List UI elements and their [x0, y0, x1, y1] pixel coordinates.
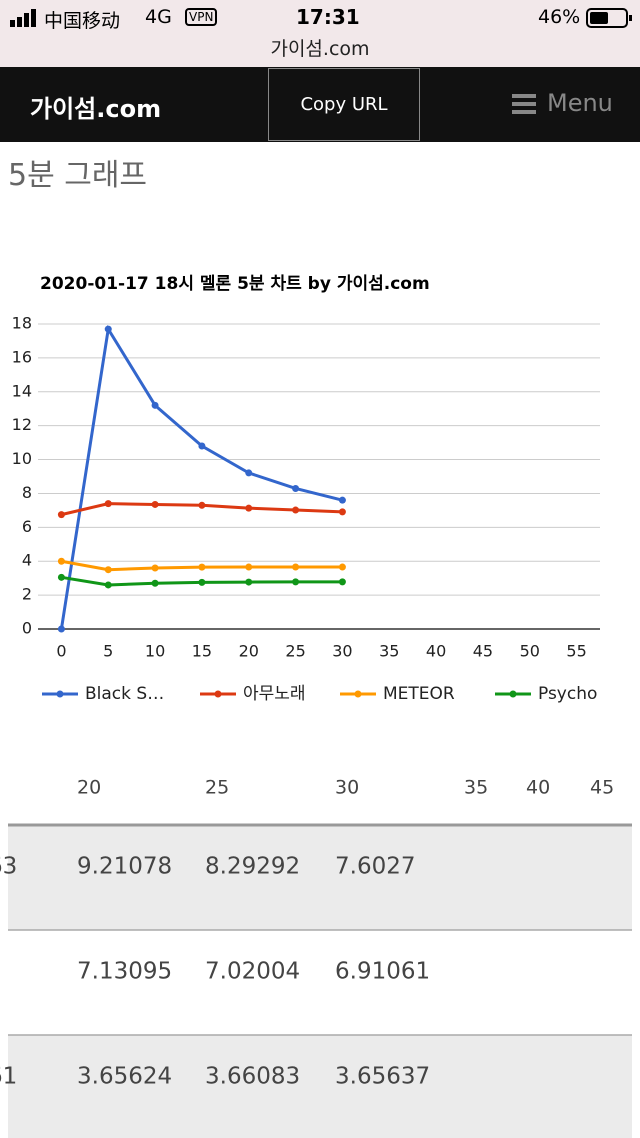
column-header: 20 — [77, 777, 101, 799]
data-point — [338, 508, 346, 516]
x-tick-label: 45 — [473, 642, 493, 661]
heading: 5분 그래프 — [8, 158, 148, 193]
table-cell: 61 — [0, 1064, 17, 1090]
y-tick-label: 6 — [22, 517, 32, 536]
table-row — [8, 930, 632, 1035]
table-cell: 9.21078 — [77, 854, 172, 880]
battery: 46% — [538, 6, 581, 28]
table-cell: 7.13095 — [77, 959, 172, 985]
data-point — [151, 401, 159, 409]
table-row — [8, 825, 632, 930]
legend-label: Psycho — [538, 684, 597, 704]
x-tick-label: 30 — [332, 642, 352, 661]
data-point — [104, 325, 112, 333]
x-tick-label: 15 — [192, 642, 212, 661]
x-tick-label: 40 — [426, 642, 446, 661]
copy-url-button[interactable]: Copy URL — [268, 68, 420, 141]
brand[interactable]: 가이섬.com — [30, 95, 162, 123]
table-cell: 7.6027 — [335, 854, 415, 880]
data-point — [57, 625, 65, 633]
vpn: VPN — [185, 8, 218, 26]
network: 4G — [145, 6, 172, 28]
x-tick-label: 25 — [285, 642, 305, 661]
data-point — [104, 500, 112, 508]
x-tick-label: 35 — [379, 642, 399, 661]
y-tick-label: 8 — [22, 483, 32, 502]
signal-icon — [10, 9, 36, 27]
data-point — [292, 484, 300, 492]
data-point — [338, 578, 346, 586]
y-tick-label: 0 — [22, 619, 32, 638]
legend-dot — [354, 690, 362, 698]
data-point — [104, 581, 112, 589]
data-point — [198, 563, 206, 571]
data-point — [245, 469, 253, 477]
legend-label: 아무노래 — [243, 684, 306, 704]
legend-dot — [214, 690, 222, 698]
data-point — [292, 506, 300, 514]
column-header: 40 — [526, 777, 550, 799]
data-point — [198, 578, 206, 586]
y-tick-label: 10 — [12, 449, 32, 468]
battery-icon — [586, 8, 632, 28]
x-tick-label: 50 — [520, 642, 540, 661]
chart: 2020-01-17 18시 멜론 5분 차트 by 가이섬.com 0 2 4 6 8… — [12, 274, 600, 704]
data-point — [151, 500, 159, 508]
y-tick-label: 2 — [22, 585, 32, 604]
status-bar: 中国移动 4G VPN 17:31 46% 가이섬.com — [0, 0, 640, 67]
data-point — [57, 557, 65, 565]
table-cell: 63 — [0, 854, 17, 880]
data-point — [245, 578, 253, 586]
column-header: 30 — [335, 777, 359, 799]
table-cell: 6.91061 — [335, 959, 430, 985]
table-cell: 3.66083 — [205, 1064, 300, 1090]
y-tick-label: 14 — [12, 381, 32, 400]
table-cell: 7.02004 — [205, 959, 300, 985]
nav-bar: 가이섬.com Copy URL Menu — [0, 67, 640, 142]
menu-icon — [512, 94, 536, 114]
data-point — [57, 511, 65, 519]
x-tick-label: 10 — [145, 642, 165, 661]
table-cell: 3.65624 — [77, 1064, 172, 1090]
data-point — [338, 563, 346, 571]
x-tick-label: 20 — [239, 642, 259, 661]
data-point — [198, 501, 206, 509]
x-tick-label: 0 — [56, 642, 66, 661]
column-header: 45 — [590, 777, 614, 799]
table-cell: 8.29292 — [205, 854, 300, 880]
column-header: 35 — [464, 777, 488, 799]
url[interactable]: 가이섬.com — [270, 38, 370, 60]
data-point — [151, 564, 159, 572]
y-tick-label: 12 — [12, 415, 32, 434]
y-tick-label: 16 — [12, 347, 32, 366]
data-point — [245, 563, 253, 571]
data-point — [198, 442, 206, 450]
x-tick-label: 55 — [566, 642, 586, 661]
y-tick-label: 18 — [12, 314, 32, 333]
legend-dot — [509, 690, 517, 698]
data-point — [292, 563, 300, 571]
data-point — [151, 579, 159, 587]
column-header: 25 — [205, 777, 229, 799]
legend-label: Black S… — [85, 684, 164, 704]
data-point — [104, 566, 112, 574]
legend-dot — [56, 690, 64, 698]
time: 17:31 — [296, 5, 360, 29]
x-tick-label: 5 — [103, 642, 113, 661]
data-point — [292, 578, 300, 586]
legend-label: METEOR — [383, 684, 455, 704]
table: 20 25 30 35 40 45 63 9.21078 8.29292 7.6027 7.1309… — [0, 777, 632, 1138]
table-cell: 3.65637 — [335, 1064, 430, 1090]
carrier: 中国移动 — [44, 10, 121, 32]
y-tick-label: 4 — [22, 551, 32, 570]
chart-title: 2020-01-17 18시 멜론 5분 차트 by 가이섬.com — [40, 274, 430, 294]
data-point — [245, 504, 253, 512]
menu[interactable]: Menu — [547, 89, 613, 117]
data-point — [57, 573, 65, 581]
data-point — [338, 496, 346, 504]
table-row — [8, 1035, 632, 1138]
